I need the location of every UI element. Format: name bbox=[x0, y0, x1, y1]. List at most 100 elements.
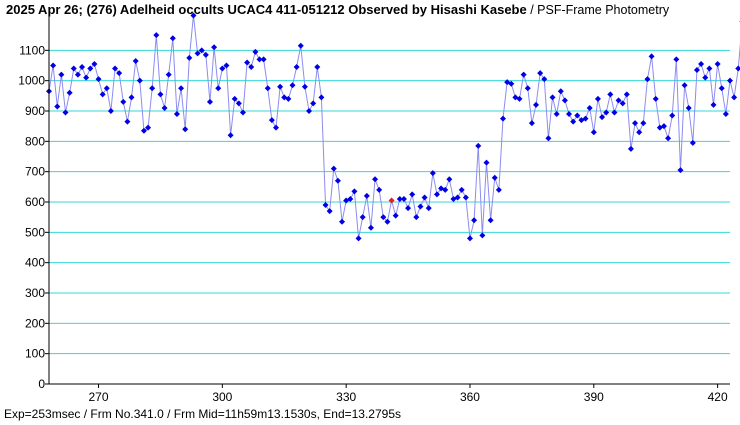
x-tick-label: 270 bbox=[89, 390, 109, 404]
footer-info: Exp=253msec / Frm No.341.0 / Frm Mid=11h… bbox=[4, 407, 401, 421]
y-tick-label: 0 bbox=[38, 377, 45, 391]
data-point bbox=[731, 94, 738, 101]
data-point bbox=[297, 42, 304, 49]
data-point bbox=[413, 214, 420, 221]
data-point bbox=[442, 186, 449, 193]
y-tick-label: 500 bbox=[25, 225, 45, 239]
data-point bbox=[99, 91, 106, 98]
data-point bbox=[182, 126, 189, 133]
data-point bbox=[252, 48, 259, 55]
gridlines bbox=[49, 49, 730, 355]
data-point bbox=[475, 142, 482, 149]
data-point bbox=[326, 208, 333, 215]
data-point bbox=[706, 65, 713, 72]
y-tick-label: 100 bbox=[25, 347, 45, 361]
y-tick-label: 1000 bbox=[18, 74, 45, 88]
data-point bbox=[260, 56, 267, 63]
axes bbox=[48, 12, 730, 385]
data-point bbox=[128, 94, 135, 101]
data-point bbox=[256, 56, 263, 63]
data-point bbox=[574, 112, 581, 119]
data-point bbox=[495, 186, 502, 193]
data-point bbox=[549, 94, 556, 101]
data-point bbox=[400, 195, 407, 202]
data-point bbox=[223, 62, 230, 69]
data-point bbox=[178, 85, 185, 92]
data-point bbox=[433, 191, 440, 198]
data-point bbox=[586, 104, 593, 111]
data-point bbox=[611, 109, 618, 116]
data-point bbox=[149, 85, 156, 92]
data-point bbox=[173, 111, 180, 118]
data-point bbox=[330, 165, 337, 172]
data-point bbox=[380, 214, 387, 221]
data-point bbox=[120, 98, 127, 105]
data-point bbox=[318, 94, 325, 101]
data-point bbox=[74, 71, 81, 78]
data-point bbox=[685, 104, 692, 111]
data-point bbox=[95, 76, 102, 83]
data-point bbox=[425, 205, 432, 212]
data-point bbox=[636, 129, 643, 136]
data-point bbox=[524, 85, 531, 92]
data-point bbox=[186, 54, 193, 61]
data-point bbox=[627, 145, 634, 152]
data-point bbox=[79, 64, 86, 71]
data-point bbox=[227, 132, 234, 139]
data-point bbox=[652, 95, 659, 102]
data-point bbox=[277, 83, 284, 90]
data-point bbox=[727, 77, 733, 84]
data-point bbox=[107, 108, 114, 114]
data-point bbox=[623, 91, 630, 98]
data-point bbox=[211, 44, 218, 51]
data-point bbox=[607, 91, 614, 98]
data-point bbox=[145, 124, 152, 131]
x-tick-label: 300 bbox=[212, 390, 232, 404]
data-point bbox=[239, 109, 246, 116]
data-point bbox=[561, 97, 568, 104]
data-point bbox=[351, 188, 358, 195]
data-point bbox=[264, 85, 271, 92]
data-point bbox=[405, 205, 412, 212]
data-point bbox=[392, 212, 399, 219]
data-point bbox=[669, 112, 676, 119]
data-point bbox=[165, 71, 172, 78]
data-point bbox=[590, 129, 597, 136]
y-tick-label: 600 bbox=[25, 195, 45, 209]
data-point bbox=[446, 176, 453, 183]
data-point bbox=[677, 167, 684, 174]
data-point bbox=[421, 194, 428, 201]
data-point bbox=[545, 135, 552, 142]
data-point bbox=[689, 139, 696, 146]
data-point bbox=[541, 76, 548, 83]
data-point bbox=[710, 101, 717, 108]
data-point bbox=[140, 127, 147, 134]
data-point bbox=[632, 120, 639, 127]
data-point bbox=[619, 100, 626, 107]
data-point bbox=[83, 74, 90, 81]
data-point bbox=[372, 176, 379, 183]
data-point bbox=[70, 65, 77, 72]
data-point bbox=[702, 74, 709, 81]
y-axis-ticks: 0 100 200 300 400 500 600 700 800 900 1000 1100 bbox=[18, 43, 49, 391]
series-points bbox=[46, 12, 740, 242]
data-point bbox=[500, 115, 506, 122]
data-point bbox=[50, 62, 57, 69]
data-point bbox=[273, 124, 279, 131]
data-point bbox=[339, 218, 346, 225]
data-point bbox=[698, 60, 705, 67]
data-point bbox=[334, 177, 341, 184]
data-point bbox=[462, 194, 469, 201]
data-point bbox=[153, 32, 160, 39]
data-point bbox=[537, 70, 544, 77]
data-point bbox=[132, 57, 139, 64]
data-point bbox=[206, 98, 213, 105]
chart-title: 2025 Apr 26; (276) Adelheid occults UCAC… bbox=[6, 2, 670, 17]
data-point bbox=[215, 85, 222, 92]
data-point bbox=[458, 186, 465, 193]
data-point bbox=[157, 91, 164, 98]
data-point bbox=[508, 80, 515, 87]
data-point bbox=[124, 118, 131, 125]
highlight-point bbox=[388, 197, 395, 204]
data-point bbox=[648, 53, 655, 60]
